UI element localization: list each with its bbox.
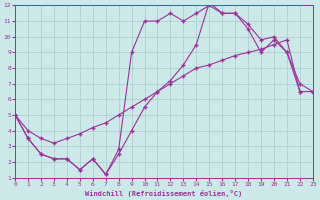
X-axis label: Windchill (Refroidissement éolien,°C): Windchill (Refroidissement éolien,°C) xyxy=(85,190,243,197)
